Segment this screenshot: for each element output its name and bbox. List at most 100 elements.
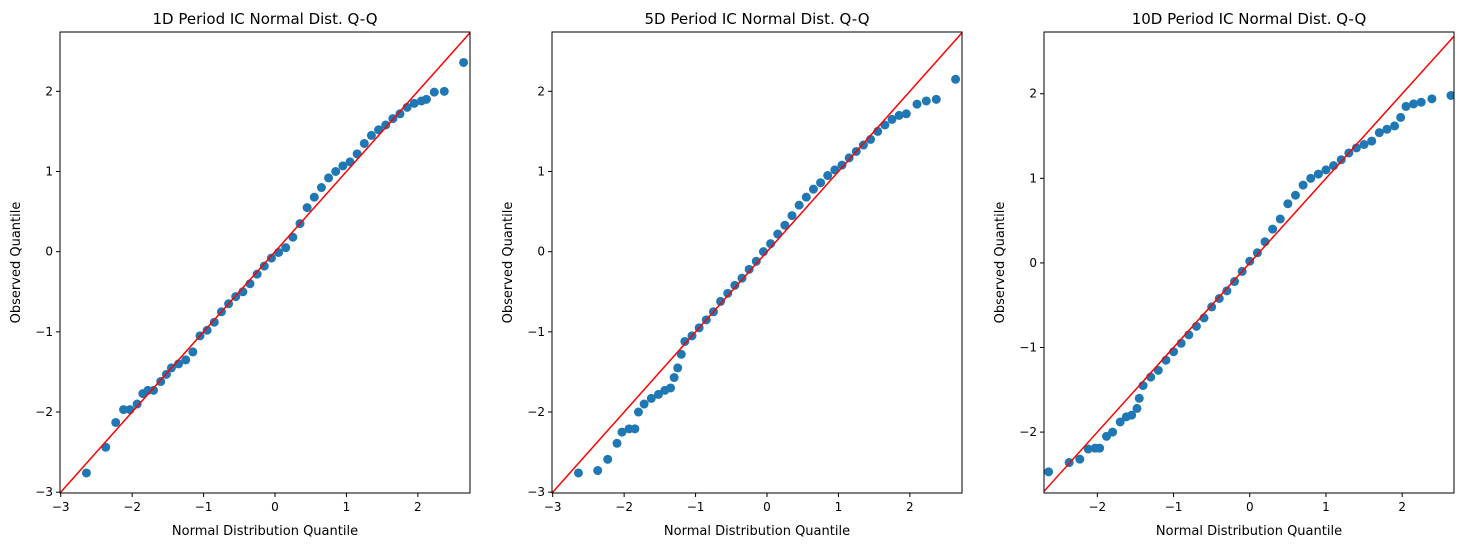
y-tick-label: −1 xyxy=(1019,341,1037,355)
data-point xyxy=(951,74,961,84)
qq-subplot-1: −3 −2 −1 0 1 2 −3 −2 −1 0 1 2 1D Period IC Normal Di… xyxy=(9,10,471,539)
chart-title: 10D Period IC Normal Dist. Q-Q xyxy=(1132,10,1367,28)
data-point xyxy=(1298,180,1308,190)
data-point xyxy=(1153,365,1163,375)
data-point xyxy=(676,349,686,359)
data-point xyxy=(1416,97,1426,107)
x-tick-label: −1 xyxy=(1165,500,1183,514)
y-tick-label: 0 xyxy=(1029,256,1037,270)
data-point xyxy=(1127,410,1137,420)
data-point xyxy=(125,405,135,415)
data-point xyxy=(202,325,212,335)
data-point xyxy=(409,98,419,108)
data-point xyxy=(573,468,583,478)
y-axis-label: Observed Quantile xyxy=(9,202,24,324)
reference-line xyxy=(60,32,470,493)
plot-area xyxy=(60,32,470,493)
data-point xyxy=(723,288,733,298)
data-point xyxy=(209,317,219,327)
data-point xyxy=(1336,155,1346,165)
data-point xyxy=(1044,467,1054,477)
data-point xyxy=(1409,99,1419,109)
data-point xyxy=(1252,248,1262,258)
x-tick-label: 2 xyxy=(414,500,422,514)
data-point xyxy=(744,264,754,274)
x-tick-label: 0 xyxy=(1246,500,1254,514)
reference-line xyxy=(552,32,962,493)
data-point xyxy=(1283,199,1293,209)
y-tick-label: −1 xyxy=(35,325,53,339)
plot-area xyxy=(552,32,962,493)
y-tick-label: −2 xyxy=(35,405,53,419)
data-point xyxy=(737,273,747,283)
data-point xyxy=(1207,302,1217,312)
data-point xyxy=(1374,128,1384,138)
data-point xyxy=(429,87,439,97)
data-point xyxy=(901,109,911,119)
y-tick-label: 0 xyxy=(537,245,545,259)
data-point xyxy=(673,363,683,373)
x-tick-label: −2 xyxy=(123,500,141,514)
data-point xyxy=(366,130,376,140)
y-axis-label: Observed Quantile xyxy=(501,202,516,324)
y-tick-label: 2 xyxy=(1029,87,1037,101)
y-tick-label: −2 xyxy=(527,405,545,419)
data-point xyxy=(887,114,897,124)
qq-subplot-2: −3 −2 −1 0 1 2 −3 −2 −1 0 1 2 5D Period IC Normal Di… xyxy=(501,10,963,539)
x-axis-label: Normal Distribution Quantile xyxy=(1156,524,1342,539)
data-point xyxy=(1313,169,1323,179)
data-point xyxy=(823,171,833,181)
data-point xyxy=(421,94,431,104)
data-point xyxy=(1245,256,1255,266)
y-tick-label: −2 xyxy=(1019,425,1037,439)
data-point xyxy=(1132,403,1142,413)
data-point xyxy=(680,336,690,346)
y-tick-label: 2 xyxy=(45,84,53,98)
x-tick-label: 2 xyxy=(906,500,914,514)
data-point xyxy=(617,427,627,437)
x-tick-label: −1 xyxy=(687,500,705,514)
data-point xyxy=(266,253,276,263)
data-point xyxy=(593,466,603,476)
data-point xyxy=(149,385,159,395)
x-tick-label: −2 xyxy=(615,500,633,514)
y-axis-label: Observed Quantile xyxy=(993,202,1008,324)
data-point xyxy=(816,178,826,188)
data-point xyxy=(1108,427,1118,437)
x-tick-label: 1 xyxy=(1322,500,1330,514)
data-point xyxy=(858,140,868,150)
chart-title: 1D Period IC Normal Dist. Q-Q xyxy=(152,10,377,28)
x-tick-label: 2 xyxy=(1398,500,1406,514)
y-tick-label: 1 xyxy=(1029,171,1037,185)
data-point xyxy=(801,192,811,202)
data-point xyxy=(646,393,656,403)
data-point xyxy=(669,373,679,383)
data-point xyxy=(794,200,804,210)
data-point xyxy=(1134,393,1144,403)
data-point xyxy=(666,383,676,393)
x-tick-label: −1 xyxy=(195,500,213,514)
data-point xyxy=(1115,417,1125,427)
data-point xyxy=(921,96,931,106)
data-point xyxy=(808,184,818,194)
y-tick-label: 2 xyxy=(537,84,545,98)
plot-area xyxy=(1044,35,1454,492)
data-point xyxy=(931,94,941,104)
data-point xyxy=(603,454,613,464)
x-tick-label: 1 xyxy=(835,500,843,514)
data-point xyxy=(1275,214,1285,224)
data-point xyxy=(633,407,643,417)
x-tick-label: −2 xyxy=(1088,500,1106,514)
data-point xyxy=(111,417,121,427)
data-point xyxy=(612,438,622,448)
data-point xyxy=(716,296,726,306)
x-tick-label: 1 xyxy=(343,500,351,514)
y-tick-label: 0 xyxy=(45,245,53,259)
data-point xyxy=(1306,173,1316,183)
data-point xyxy=(751,256,761,266)
data-point xyxy=(1321,165,1331,175)
data-point xyxy=(439,86,449,96)
data-point xyxy=(1268,224,1278,234)
data-point xyxy=(1095,443,1105,453)
